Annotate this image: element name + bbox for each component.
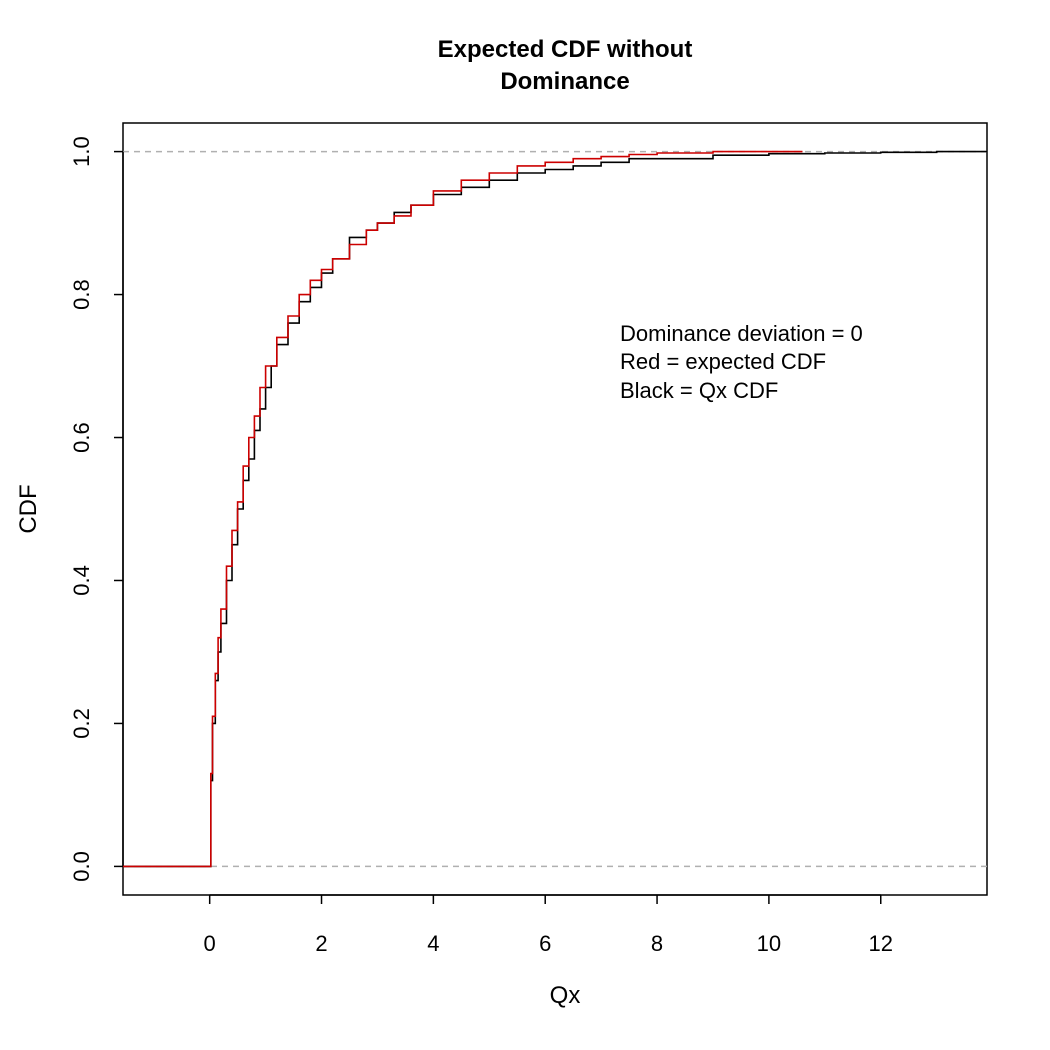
- y-tick-label: 1.0: [69, 136, 94, 167]
- x-tick-label: 6: [539, 931, 551, 956]
- y-tick-label: 0.4: [69, 565, 94, 596]
- x-tick-label: 12: [869, 931, 893, 956]
- annotation-dominance: Dominance deviation = 0: [620, 321, 863, 346]
- series-line-1: [123, 150, 803, 868]
- x-tick-label: 10: [757, 931, 781, 956]
- series-lines: [123, 150, 987, 868]
- x-tick-label: 2: [315, 931, 327, 956]
- x-axis: 0 2 4 6 8 10 12: [204, 894, 893, 956]
- x-tick-label: 0: [204, 931, 216, 956]
- y-axis: 0.0 0.2 0.4 0.6 0.8 1.0: [69, 136, 124, 882]
- annotation-black-legend: Black = Qx CDF: [620, 378, 778, 403]
- y-tick-label: 0.8: [69, 279, 94, 310]
- x-axis-label: Qx: [550, 982, 581, 1009]
- chart-title-line-2: Dominance: [500, 68, 629, 95]
- x-tick-label: 8: [651, 931, 663, 956]
- series-line-0: [123, 150, 987, 868]
- y-tick-label: 0.6: [69, 422, 94, 453]
- annotation-red-legend: Red = expected CDF: [620, 349, 826, 374]
- plot-frame: [122, 122, 988, 896]
- y-tick-label: 0.0: [69, 851, 94, 882]
- y-tick-label: 0.2: [69, 708, 94, 739]
- y-axis-label: CDF: [15, 484, 42, 533]
- reference-lines: [123, 150, 987, 868]
- x-tick-label: 4: [427, 931, 439, 956]
- annotation-block: Dominance deviation = 0 Red = expected C…: [620, 321, 863, 403]
- chart-title-line-1: Expected CDF without: [438, 36, 693, 63]
